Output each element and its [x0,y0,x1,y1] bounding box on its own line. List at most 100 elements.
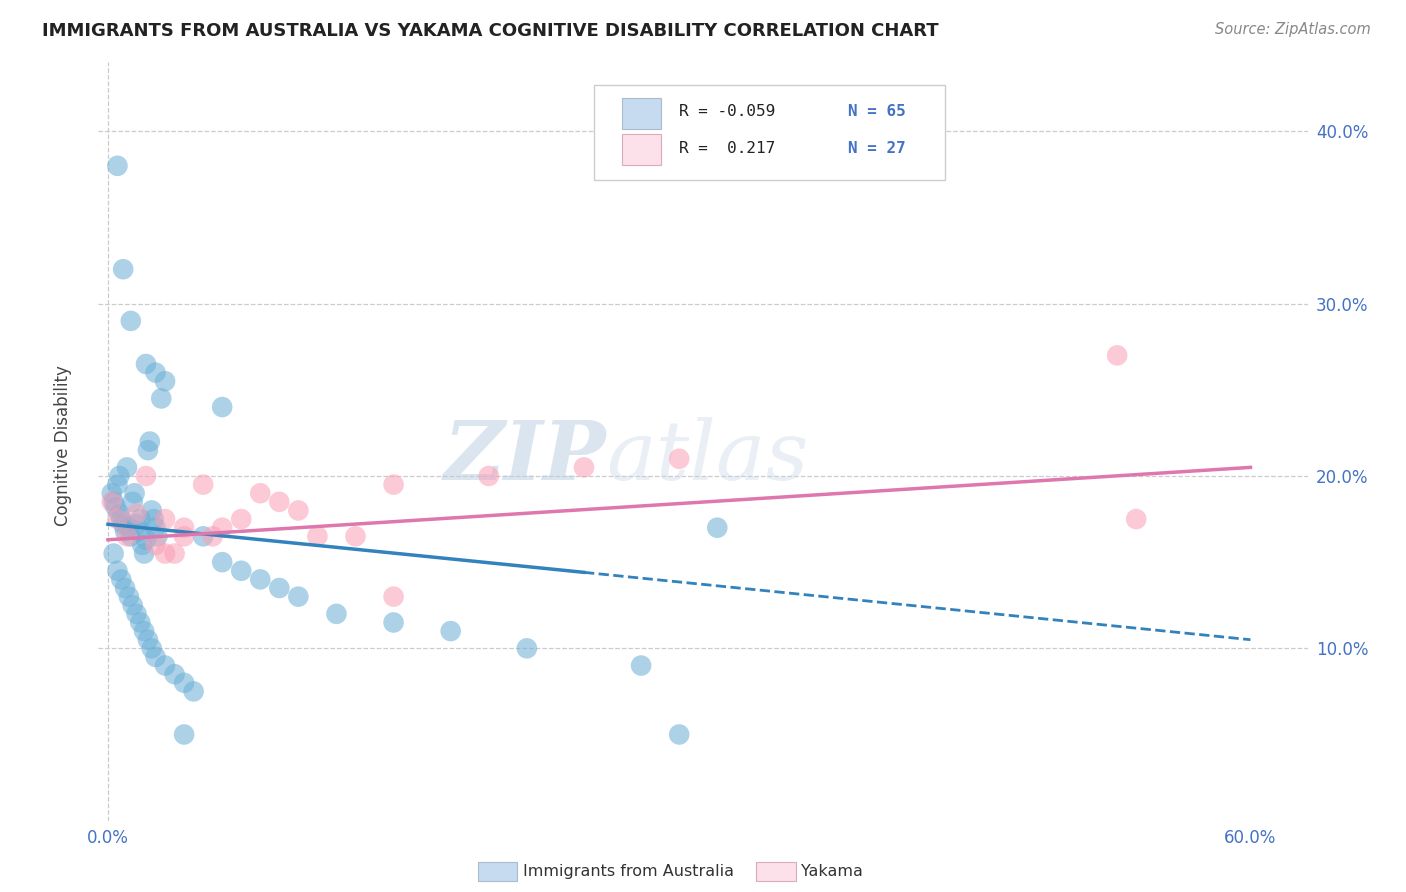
Point [572,460,595,475]
Point [1125,512,1147,526]
Point [125,517,148,532]
FancyBboxPatch shape [621,135,661,165]
Point [211,555,233,569]
Point [211,400,233,414]
Point [668,727,690,741]
Point [118,590,141,604]
Point [107,477,129,491]
Point [153,374,176,388]
Point [124,486,146,500]
Point [231,564,253,578]
Point [112,262,135,277]
Point [115,460,138,475]
Point [103,547,125,561]
Point [150,392,173,406]
Point [141,503,163,517]
Text: Cognitive Disability: Cognitive Disability [55,366,72,526]
Point [114,581,136,595]
Point [145,521,167,535]
Point [112,517,135,532]
Point [103,495,125,509]
Point [108,469,131,483]
Point [125,507,148,521]
Point [135,533,157,547]
Point [440,624,463,639]
Point [100,486,122,500]
Point [135,469,157,483]
Point [287,503,309,517]
Point [121,495,143,509]
Point [231,512,253,526]
Point [191,477,214,491]
Point [249,486,271,500]
Text: Yakama: Yakama [801,864,863,879]
Point [163,547,186,561]
Text: N = 27: N = 27 [848,141,905,155]
Point [153,547,176,561]
Point [142,512,165,526]
Text: R =  0.217: R = 0.217 [679,141,775,155]
Point [136,632,159,647]
Point [136,443,159,458]
Point [269,581,291,595]
Point [173,521,195,535]
Point [382,477,405,491]
Point [191,529,214,543]
Text: R = -0.059: R = -0.059 [679,104,775,120]
Point [344,529,367,543]
Point [287,590,309,604]
Point [249,573,271,587]
Point [307,529,329,543]
Point [134,624,156,639]
Point [269,495,291,509]
Point [173,727,195,741]
Text: Source: ZipAtlas.com: Source: ZipAtlas.com [1215,22,1371,37]
Point [382,615,405,630]
Point [145,649,167,664]
Text: N = 65: N = 65 [848,104,905,120]
Point [120,314,142,328]
Text: Immigrants from Australia: Immigrants from Australia [523,864,734,879]
Point [120,529,142,543]
Point [110,512,132,526]
Point [135,357,157,371]
Point [134,547,156,561]
Point [145,366,167,380]
Point [108,507,131,521]
Point [630,658,652,673]
Point [131,538,153,552]
Point [211,521,233,535]
Point [382,590,405,604]
Point [107,159,129,173]
Point [668,451,690,466]
Point [153,512,176,526]
Text: atlas: atlas [606,417,808,497]
Point [100,495,122,509]
FancyBboxPatch shape [595,85,945,180]
Point [141,641,163,656]
Point [145,538,167,552]
Point [129,615,152,630]
Point [153,658,176,673]
Point [118,521,141,535]
Point [107,512,129,526]
Point [173,529,195,543]
Point [163,667,186,681]
Text: IMMIGRANTS FROM AUSTRALIA VS YAKAMA COGNITIVE DISABILITY CORRELATION CHART: IMMIGRANTS FROM AUSTRALIA VS YAKAMA COGN… [42,22,939,40]
Point [201,529,224,543]
Text: ZIP: ZIP [444,417,606,497]
Point [104,500,127,514]
Point [125,607,148,621]
Point [183,684,205,698]
Point [1107,348,1129,362]
Point [107,564,129,578]
Point [478,469,501,483]
Point [173,675,195,690]
Point [110,573,132,587]
Point [114,524,136,538]
Point [146,529,169,543]
Point [516,641,538,656]
Point [127,524,149,538]
Point [129,512,152,526]
Point [139,434,162,449]
